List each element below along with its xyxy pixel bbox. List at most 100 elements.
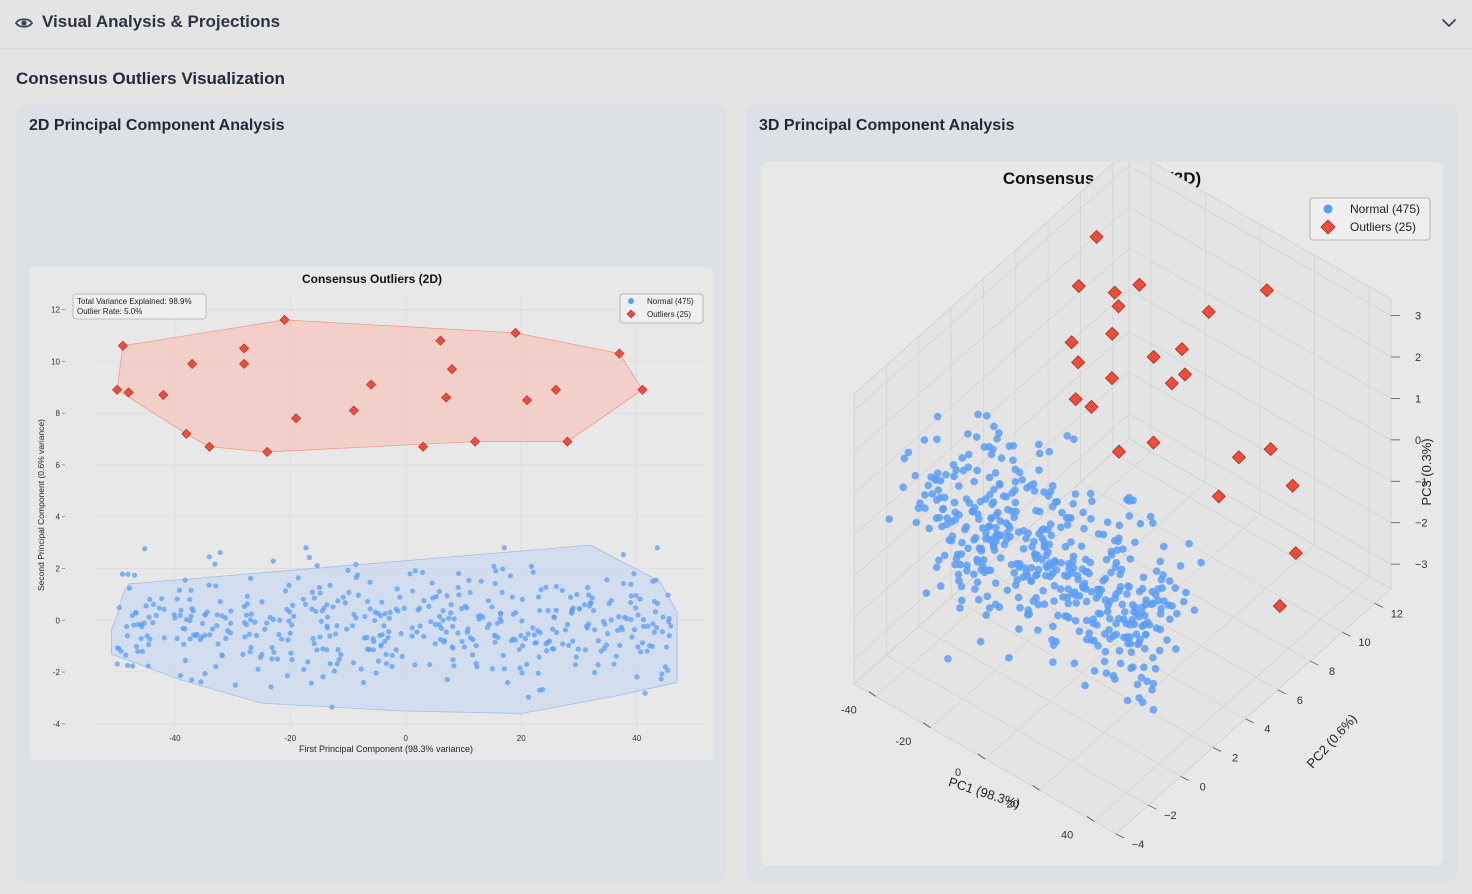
normal-point [142,546,148,552]
normal-point-3d [1166,615,1174,623]
annotation-outlier-rate: Outlier Rate: 5.0% [77,307,142,316]
normal-point [321,605,327,611]
normal-point-3d [1035,466,1043,474]
normal-point-3d [1105,626,1113,634]
normal-point [114,661,120,667]
outlier-point-3d [1132,277,1147,292]
chevron-down-icon[interactable] [1440,15,1458,31]
normal-point [498,611,504,617]
normal-point [274,656,281,662]
normal-point-3d [1100,657,1109,666]
normal-point [176,587,183,593]
normal-point [595,662,601,668]
outlier-point-3d [1146,349,1161,364]
normal-point-3d [1126,633,1134,641]
normal-point [302,601,309,607]
normal-point [335,598,341,604]
normal-point-3d [1051,498,1060,506]
normal-point [223,635,229,642]
normal-point [342,600,348,606]
normal-point [309,606,315,612]
normal-point-3d [1080,524,1088,533]
normal-point [318,618,325,624]
normal-point [349,623,356,629]
normal-point-3d [1103,518,1112,526]
normal-point-3d [1146,512,1155,521]
normal-point [398,631,404,637]
normal-point [248,611,254,617]
normal-point [517,665,523,671]
normal-point [309,589,315,595]
normal-point-3d [899,483,908,492]
normal-point-3d [1190,606,1199,614]
normal-point [492,580,498,587]
normal-point [324,647,330,653]
normal-point [582,647,589,653]
normal-point [576,606,583,612]
normal-point [301,666,307,672]
normal-point [450,645,456,651]
chart-3d-legend: Normal (475) Outliers (25) [1309,197,1431,241]
grid-3d-z-back [1128,289,1392,441]
normal-point [350,660,357,666]
normal-point-3d [982,411,991,420]
normal-point [285,637,291,643]
grid-3d-z-back [1128,248,1392,399]
normal-point-3d [1149,705,1158,714]
normal-point [608,617,614,623]
normal-point [486,621,492,627]
outlier-point [441,392,452,403]
normal-point-3d [1068,557,1077,566]
grid-3d-z-back [1128,330,1392,482]
tick-3d-x-mark [923,722,931,729]
normal-point [509,594,515,600]
tick-3d-z: −3 [1415,559,1428,571]
normal-point [386,629,392,635]
normal-point [436,622,442,628]
normal-point [116,645,122,651]
normal-point-3d [1037,526,1046,535]
normal-point-3d [1014,593,1023,602]
normal-point [519,618,525,624]
normal-point [427,661,433,668]
normal-point-3d [1028,542,1036,551]
normal-point [327,633,333,639]
normal-point [187,596,193,603]
normal-point [478,578,484,584]
normal-point [530,569,536,575]
normal-point-3d [976,637,985,646]
outlier-point [279,314,290,325]
outlier-point [187,358,198,369]
normal-point [171,611,177,618]
normal-point [182,657,188,664]
normal-point [450,657,456,663]
normal-point [252,619,258,625]
normal-point [289,657,295,663]
normal-point-3d [1115,587,1124,595]
tick-3d-z: 2 [1415,352,1421,364]
normal-point [528,563,535,569]
tick-3d-y-mark [1180,775,1189,781]
normal-point-3d [921,504,929,512]
normal-point-3d [1140,663,1148,672]
normal-point [538,587,544,593]
normal-point [598,648,604,654]
outlier-point [181,428,192,439]
normal-point [644,648,650,654]
normal-point-3d [1171,584,1180,592]
normal-point-3d [1115,647,1124,655]
normal-point-3d [1002,535,1011,544]
normal-point [300,596,306,602]
section-header[interactable]: Visual Analysis & Projections [0,0,1472,49]
normal-point-3d [1015,468,1024,477]
outlier-point [637,384,648,395]
outlier-point-3d [1201,304,1216,319]
normal-point [664,667,671,673]
normal-point [513,609,519,616]
normal-point [161,606,167,612]
normal-point-3d [900,454,909,463]
tick-3d-y: 0 [1200,781,1206,793]
normal-point [530,625,536,631]
normal-point-3d [1141,630,1150,639]
normal-point [420,569,426,576]
